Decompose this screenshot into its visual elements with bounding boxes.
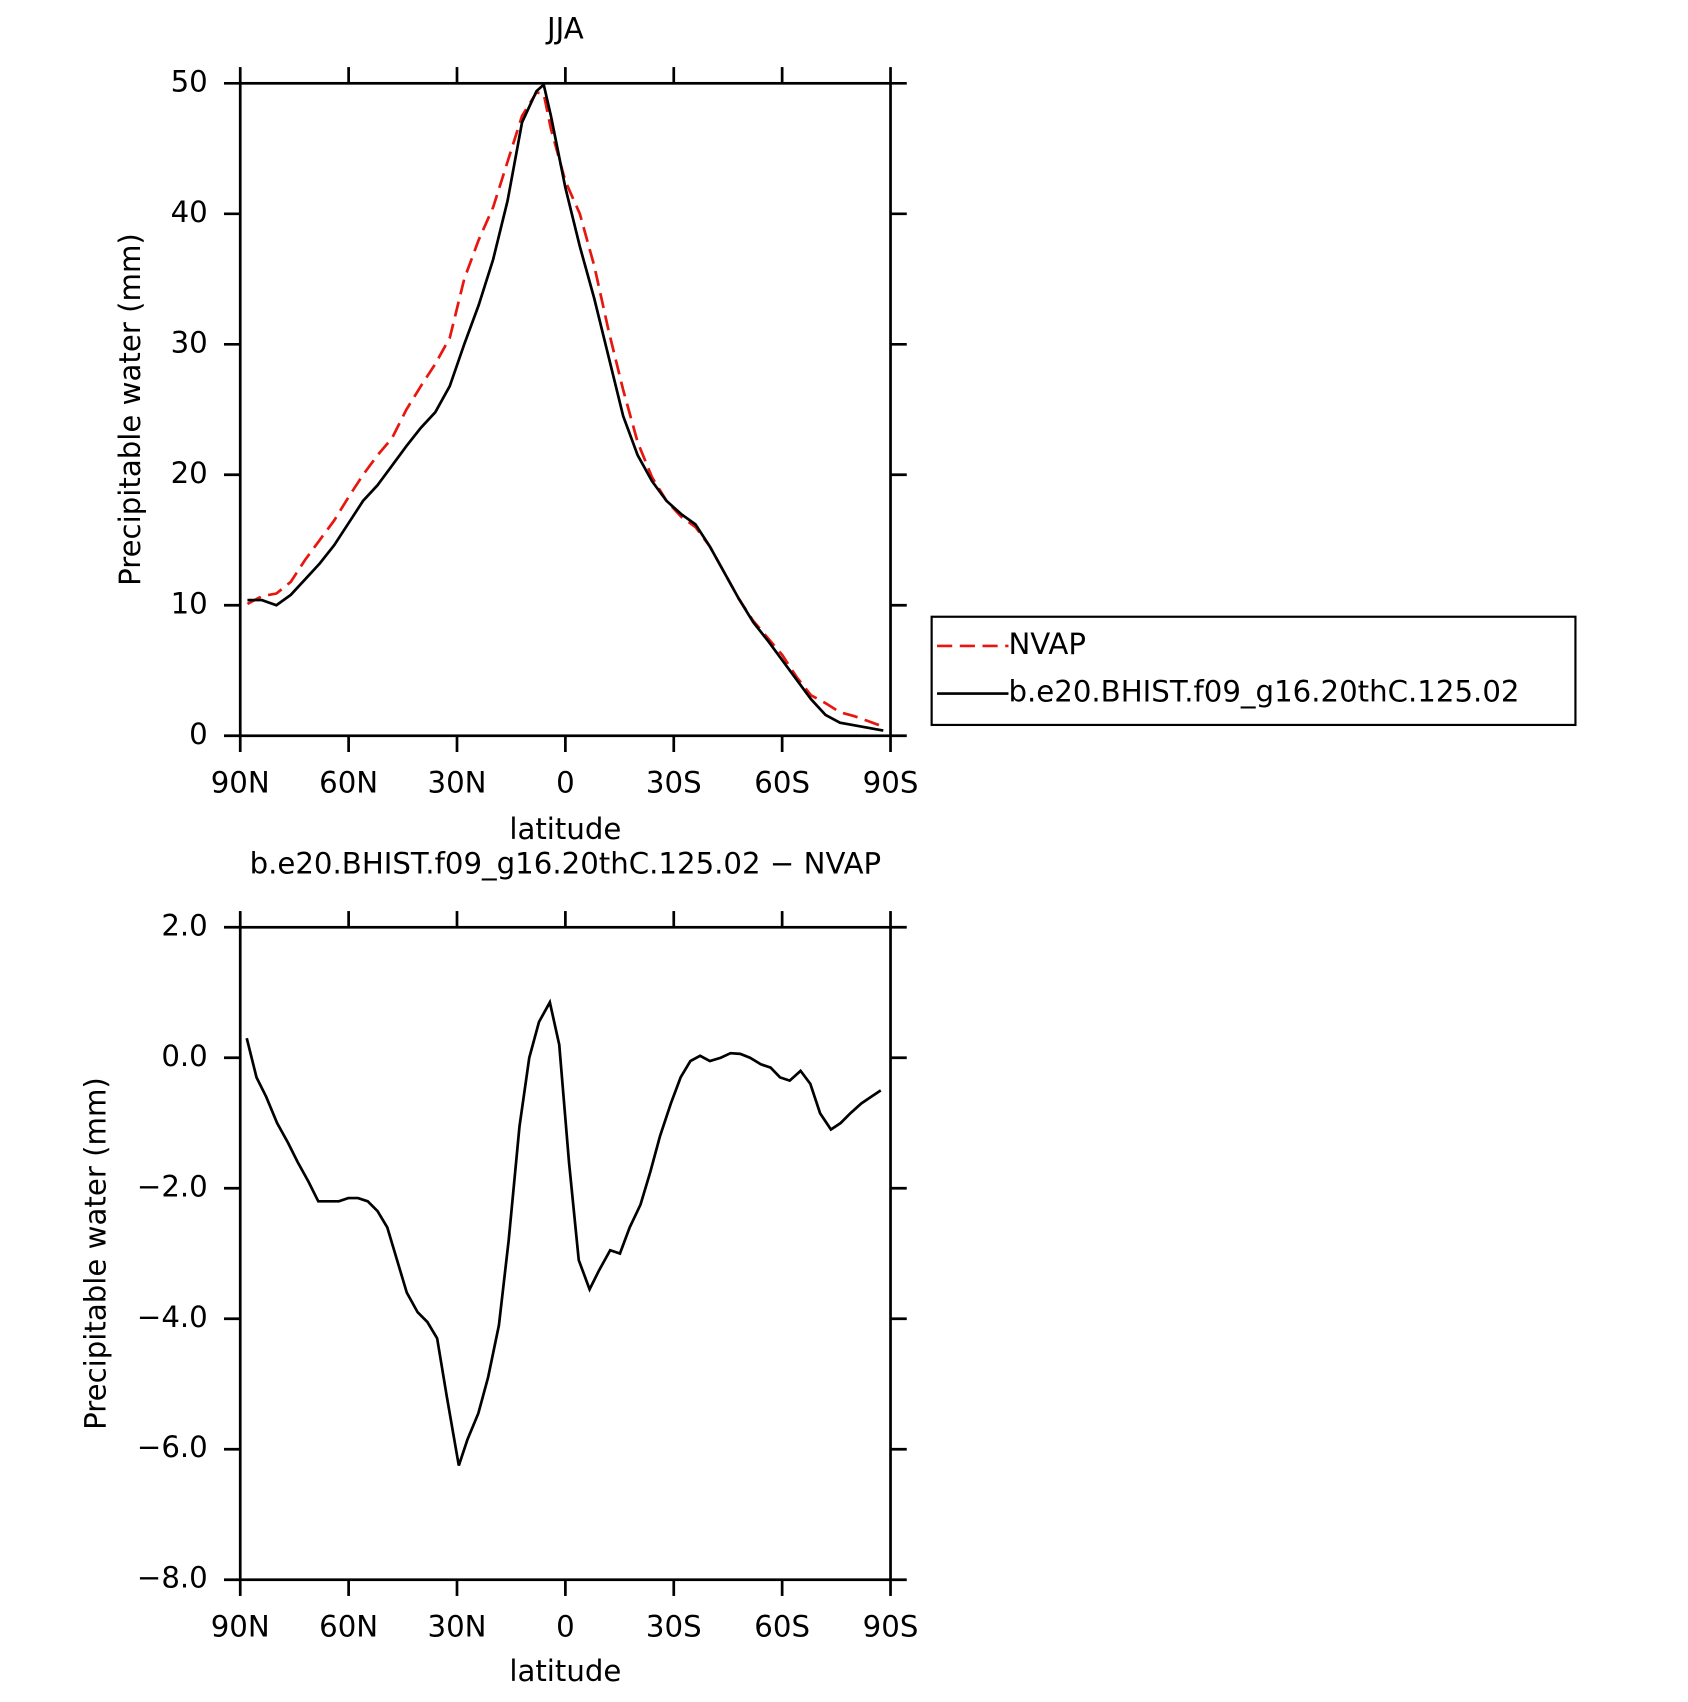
chart-title: b.e20.BHIST.f09_g16.20thC.125.02 − NVAP (250, 847, 882, 881)
y-tick-label: −2.0 (137, 1169, 208, 1203)
x-tick-label: 0 (556, 1609, 575, 1643)
x-tick-label: 30N (427, 765, 486, 799)
x-tick-label: 30N (427, 1609, 486, 1643)
y-tick-label: 0 (189, 717, 208, 751)
y-tick-label: 2.0 (161, 908, 207, 942)
x-tick-label: 90S (863, 765, 919, 799)
legend-box (930, 615, 1577, 727)
x-axis-label: latitude (509, 812, 621, 846)
y-tick-label: −6.0 (137, 1430, 208, 1464)
y-axis-label: Precipitable water (mm) (78, 1077, 112, 1430)
data-line (245, 998, 882, 1466)
y-tick-label: −8.0 (137, 1561, 208, 1595)
x-tick-label: 30S (646, 765, 702, 799)
x-axis-label: latitude (509, 1654, 621, 1688)
legend-label: b.e20.BHIST.f09_g16.20thC.125.02 (1008, 675, 1519, 709)
y-tick-label: 30 (171, 325, 208, 359)
x-tick-label: 60N (319, 1609, 378, 1643)
x-tick-label: 90N (211, 1609, 270, 1643)
plot-frame (238, 925, 892, 1582)
y-tick-label: −4.0 (137, 1300, 208, 1334)
x-tick-label: 60S (754, 1609, 810, 1643)
y-tick-label: 50 (171, 64, 208, 98)
data-line (247, 82, 884, 732)
y-tick-label: 0.0 (161, 1039, 207, 1073)
x-tick-label: 60N (319, 765, 378, 799)
legend-label: NVAP (1008, 627, 1086, 661)
x-tick-label: 30S (646, 1609, 702, 1643)
x-tick-label: 90N (211, 765, 270, 799)
chart-title: JJA (545, 11, 584, 45)
y-axis-label: Precipitable water (mm) (113, 233, 147, 586)
y-tick-label: 10 (171, 586, 208, 620)
y-tick-label: 40 (171, 195, 208, 229)
y-tick-label: 20 (171, 456, 208, 490)
x-tick-label: 60S (754, 765, 810, 799)
x-tick-label: 0 (556, 765, 575, 799)
x-tick-label: 90S (863, 1609, 919, 1643)
